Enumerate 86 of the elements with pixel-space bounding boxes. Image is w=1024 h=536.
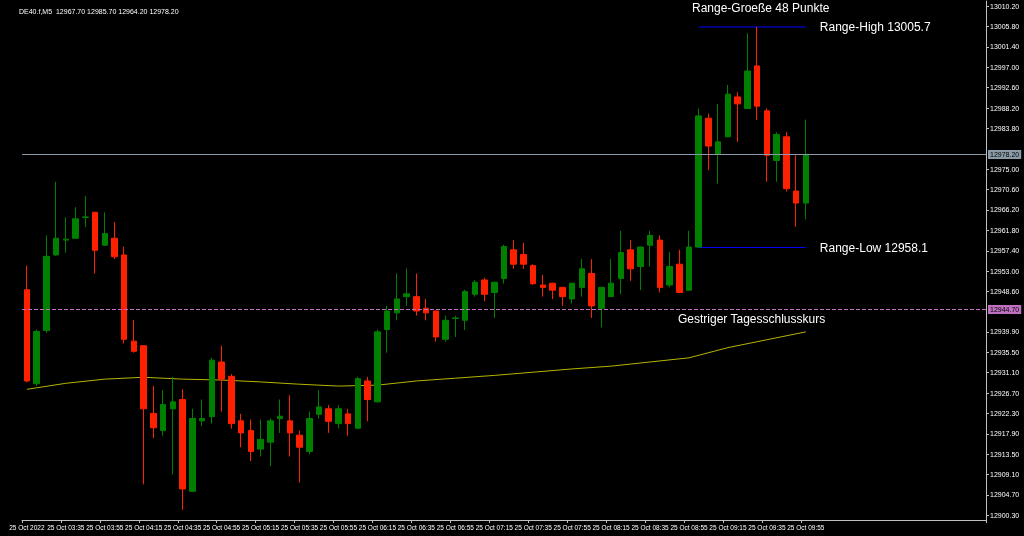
candlestick [744,32,751,110]
candlestick [248,418,254,462]
candlestick [549,282,556,300]
candlestick [160,389,166,437]
candlestick [403,267,410,307]
candlestick [540,274,546,298]
annotation: Range-Groeße 48 Punkte [692,1,830,15]
candlestick [364,376,371,422]
candlestick [316,389,322,420]
candlestick [121,246,127,344]
candlestick [433,310,439,343]
candlestick [92,211,98,274]
candlestick [257,418,264,458]
series-label: Range-High 13005.7 [819,19,931,34]
candlestick [686,230,692,292]
candlestick [588,258,595,319]
candlestick [783,131,790,192]
candlestick [481,277,488,302]
candlestick [306,411,313,455]
candlestick [423,298,429,321]
candlestick [102,211,108,247]
candlestick [647,230,653,268]
candlestick [170,376,176,476]
candlestick [618,230,624,295]
candlestick [598,286,605,328]
candlestick [111,221,118,260]
candlestick [228,373,235,430]
candlestick [325,404,332,434]
candlestick [764,108,770,183]
candlestick [374,329,381,403]
candlestick [24,265,30,383]
candlestick [442,315,449,343]
candlestick [335,404,342,429]
candlestick [676,249,683,294]
candlestick [773,131,780,183]
series-label: Range-Low 12958.1 [819,240,929,255]
candlestick [569,282,575,305]
candlestick [199,399,205,427]
candlestick [510,239,517,270]
candlestick [579,258,585,298]
candlestick [657,234,663,293]
candlestick [501,244,507,285]
candlestick [715,103,721,185]
candlestick [43,234,50,334]
candlestick [218,345,225,413]
candlestick [53,181,59,257]
candlestick [238,413,244,448]
candlestick [384,305,390,354]
candlestick [627,239,634,282]
candlestick [267,418,274,467]
annotation: Gestriger Tagesschlusskurs [678,311,826,326]
candlestick [705,113,712,171]
candlestick [462,289,468,331]
candlestick [179,388,186,511]
candlestick [131,319,137,354]
candlestick [82,195,89,228]
candlestick [355,376,361,430]
candlestick [559,286,566,307]
candlestick [695,108,702,249]
candlestick [72,206,79,240]
candlestick [413,272,420,317]
candlestick [491,281,498,319]
candlestick [33,329,40,387]
candlestick [608,258,614,298]
candlestick [530,263,536,286]
candlestick [189,408,196,493]
candlestick [472,279,478,298]
candlestick [452,315,459,338]
candlestick [520,242,527,270]
candlestick [150,385,157,439]
candlestick [725,84,731,138]
candlestick [345,408,351,437]
line-series [26,331,807,390]
candlestick [296,430,303,483]
candlestick [277,399,283,434]
candlestick [63,216,69,254]
candlestick [754,26,760,121]
candlestick [140,344,147,485]
candlestick [637,246,644,291]
candlestick [803,119,809,220]
candlestick [734,91,741,143]
candlestick [394,272,400,321]
candlestick [793,154,799,228]
candlestick [209,357,215,425]
candlestick [666,251,673,288]
candlestick [287,394,293,458]
